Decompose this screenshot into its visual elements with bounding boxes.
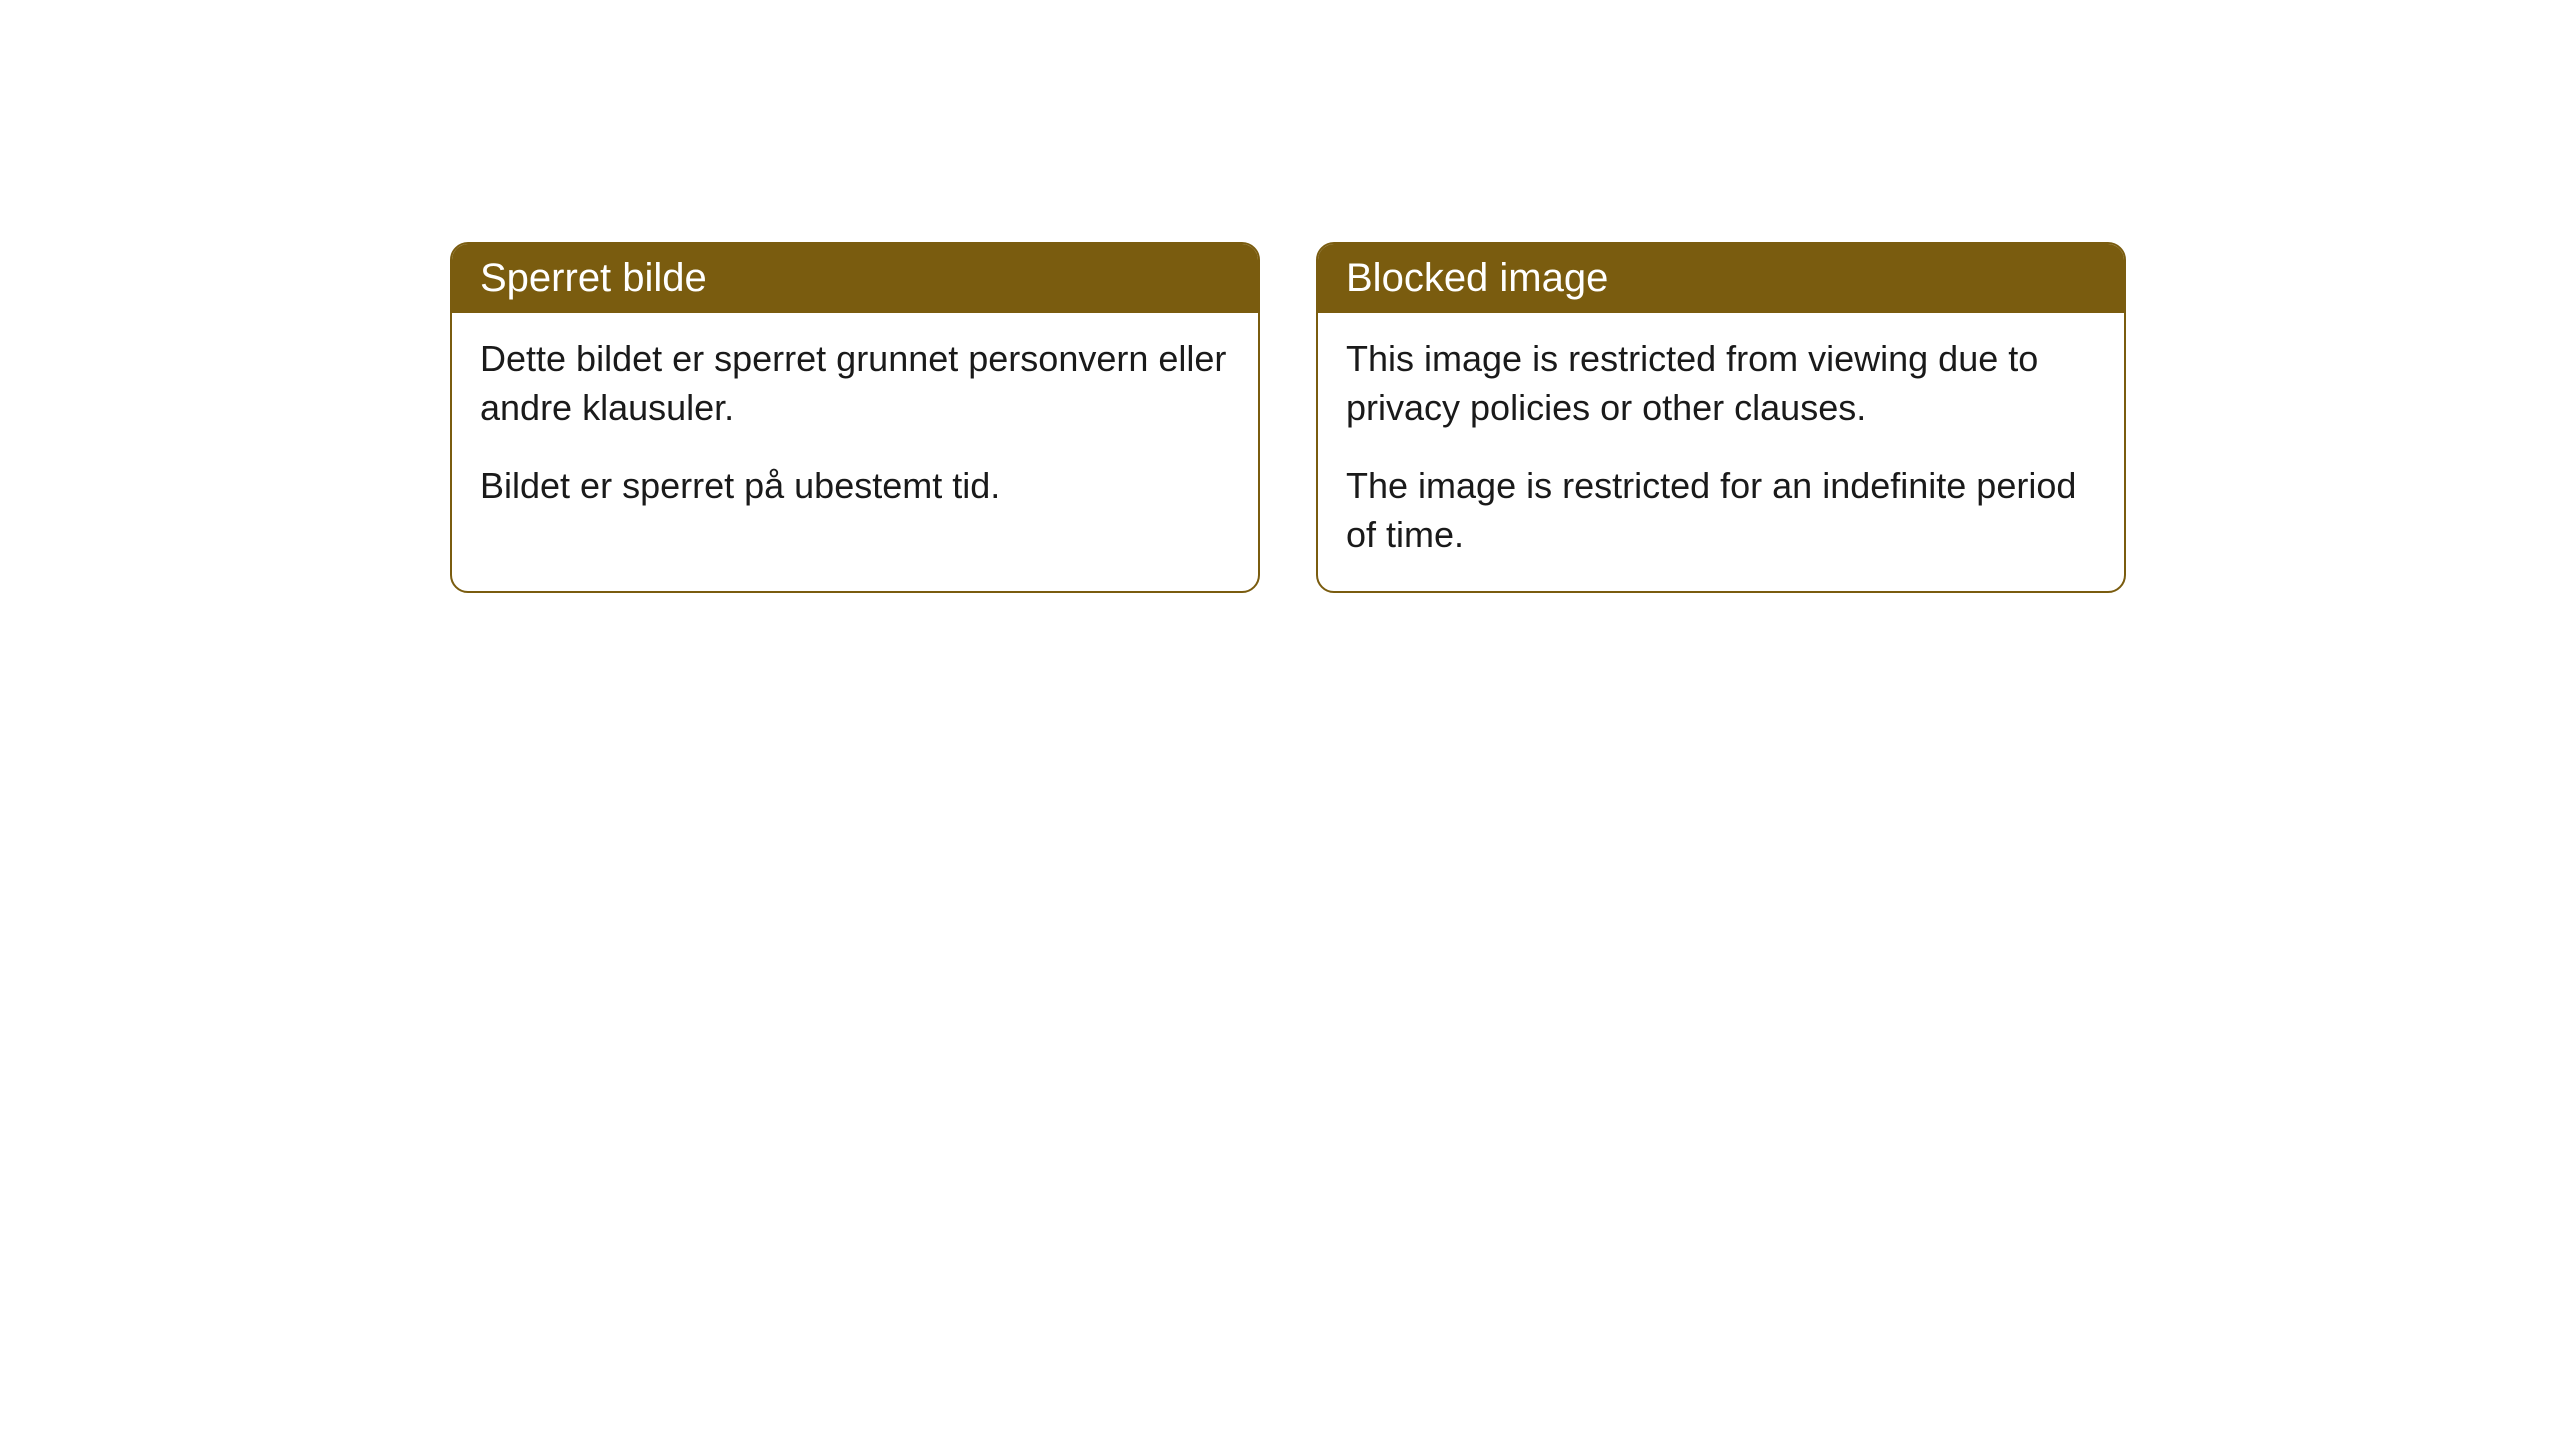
notice-cards-container: Sperret bilde Dette bildet er sperret gr…: [450, 242, 2126, 593]
card-header: Sperret bilde: [452, 244, 1258, 313]
card-title: Blocked image: [1346, 256, 1608, 300]
card-paragraph: This image is restricted from viewing du…: [1346, 335, 2096, 432]
card-body: Dette bildet er sperret grunnet personve…: [452, 313, 1258, 543]
card-header: Blocked image: [1318, 244, 2124, 313]
card-paragraph: Bildet er sperret på ubestemt tid.: [480, 462, 1230, 511]
notice-card-english: Blocked image This image is restricted f…: [1316, 242, 2126, 593]
notice-card-norwegian: Sperret bilde Dette bildet er sperret gr…: [450, 242, 1260, 593]
card-paragraph: The image is restricted for an indefinit…: [1346, 462, 2096, 559]
card-paragraph: Dette bildet er sperret grunnet personve…: [480, 335, 1230, 432]
card-title: Sperret bilde: [480, 256, 707, 300]
card-body: This image is restricted from viewing du…: [1318, 313, 2124, 591]
